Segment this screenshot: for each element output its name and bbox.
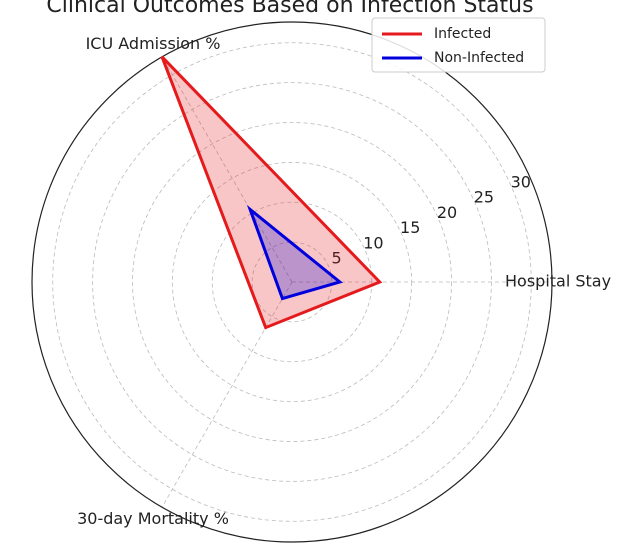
- spoke: [161, 56, 293, 283]
- series-area: [246, 204, 344, 301]
- r-tick-label: 30: [511, 172, 531, 191]
- axis-label: 30-day Mortality %: [77, 509, 229, 528]
- axis-label: ICU Admission %: [86, 34, 221, 53]
- chart-title: Clinical Outcomes Based on Infection Sta…: [46, 0, 533, 18]
- r-tick-label: 25: [474, 188, 494, 207]
- legend-label: Non-Infected: [434, 50, 524, 66]
- r-tick-label: 10: [363, 233, 383, 252]
- r-tick-label: 5: [331, 249, 341, 268]
- spoke: [161, 281, 293, 508]
- outer-circle: [31, 21, 553, 543]
- legend-label: Infected: [434, 26, 491, 42]
- r-tick-label: 15: [400, 218, 420, 237]
- grid-circle: [251, 241, 333, 323]
- axis-label: Hospital Stay: [505, 272, 611, 291]
- series-area: [160, 55, 383, 330]
- r-tick-label: 20: [437, 203, 457, 222]
- grid-circle: [132, 122, 452, 442]
